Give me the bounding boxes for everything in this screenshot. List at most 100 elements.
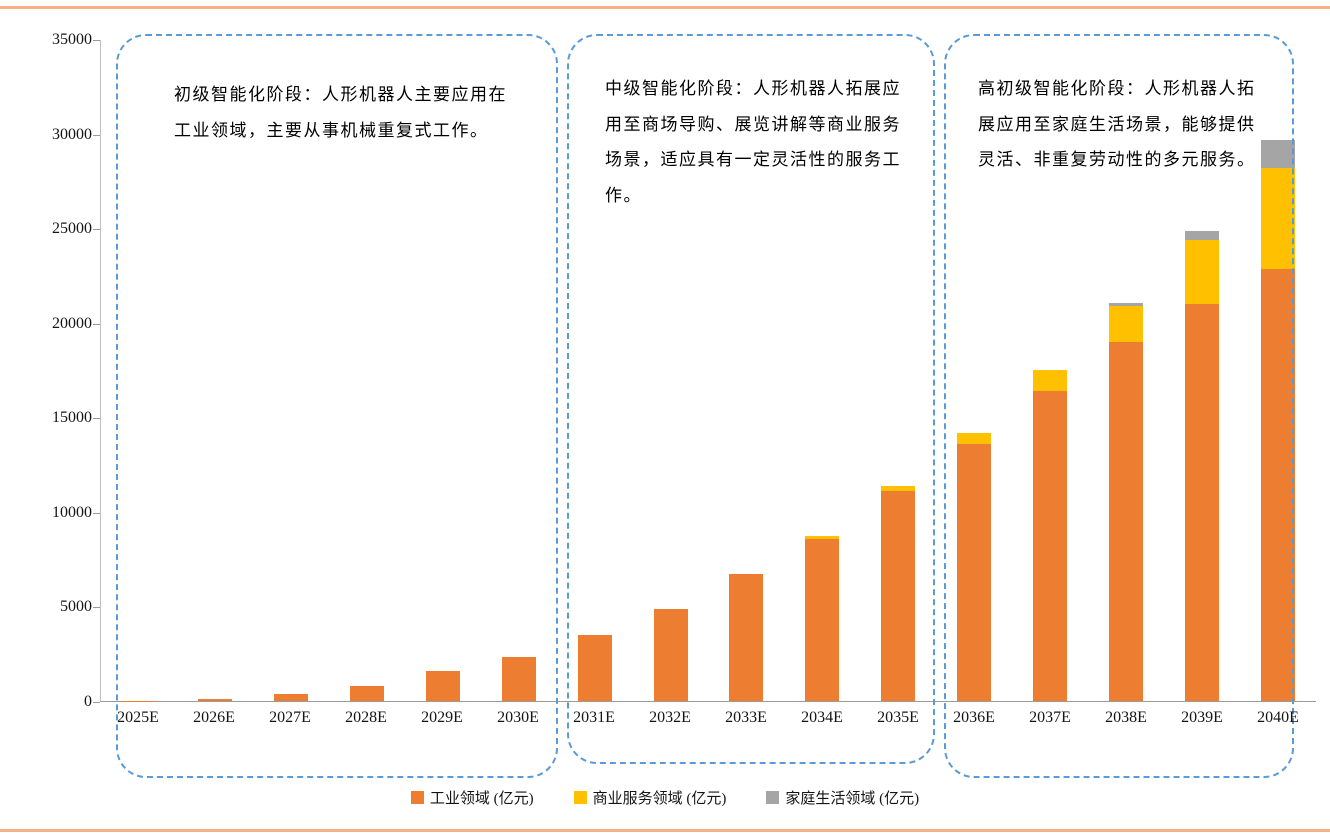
y-tick-label: 35000 <box>52 31 92 48</box>
bar-slot-2037E <box>1012 40 1088 701</box>
stacked-bar-2031E <box>577 40 612 701</box>
stacked-bar-2032E <box>653 40 688 701</box>
bar-segment <box>957 432 992 445</box>
phase-box-2: 中级智能化阶段：人形机器人拓展应用至商场导购、展览讲解等商业服务场景，适应具有一… <box>567 34 935 764</box>
legend-marker <box>573 791 587 804</box>
bar-segment <box>1261 268 1296 701</box>
legend-label: 家庭生活领域 (亿元) <box>785 791 920 807</box>
bar-slot-2030E <box>481 40 557 701</box>
bar-segment <box>881 491 916 701</box>
y-tick-label: 5000 <box>60 598 92 616</box>
x-tick-label-2037E: 2037E <box>1029 709 1071 726</box>
x-tick-label-2028E: 2028E <box>345 709 387 726</box>
stacked-bar-2025E <box>121 40 156 701</box>
x-tick-label-2039E: 2039E <box>1181 709 1223 726</box>
legend-marker <box>766 791 780 804</box>
bar-slot-2040E <box>1240 40 1316 701</box>
y-tick-mark <box>93 134 100 136</box>
x-tick-label-2032E: 2032E <box>649 709 691 726</box>
x-tick-label-2040E: 2040E <box>1257 709 1299 726</box>
bar-segment <box>349 685 384 701</box>
x-tick-label-2033E: 2033E <box>725 709 767 726</box>
bar-segment <box>1033 391 1068 701</box>
bar-segment <box>1109 306 1144 343</box>
bar-segment <box>501 656 536 701</box>
y-tick-label: 15000 <box>52 409 92 427</box>
legend-item: 商业服务领域 (亿元) <box>573 787 727 808</box>
stacked-bar-2027E <box>273 40 308 701</box>
stacked-bar-2029E <box>425 40 460 701</box>
stacked-bar-2040E <box>1261 40 1296 701</box>
bar-slot-2034E <box>784 40 860 701</box>
legend: 工业领域 (亿元) 商业服务领域 (亿元) 家庭生活领域 (亿元) <box>0 787 1330 808</box>
bar-segment <box>1109 302 1144 307</box>
bar-segment <box>1185 230 1220 241</box>
x-tick-label-2027E: 2027E <box>269 709 311 726</box>
phase-3-annotation: 高初级智能化阶段：人形机器人拓展应用至家庭生活场景，能够提供灵活、非重复劳动性的… <box>978 79 1256 171</box>
x-tick-label-2029E: 2029E <box>421 709 463 726</box>
bar-segment <box>729 574 764 701</box>
top-border-line <box>0 6 1330 9</box>
legend-item: 工业领域 (亿元) <box>410 787 534 808</box>
bar-slot-2031E <box>557 40 633 701</box>
bar-segment <box>1261 140 1296 169</box>
phase-box-3: 高初级智能化阶段：人形机器人拓展应用至家庭生活场景，能够提供灵活、非重复劳动性的… <box>944 34 1294 778</box>
x-tick-label-2026E: 2026E <box>193 709 235 726</box>
legend-label: 商业服务领域 (亿元) <box>592 791 727 807</box>
bar-slot-2038E <box>1088 40 1164 701</box>
legend-label: 工业领域 (亿元) <box>429 791 534 807</box>
stacked-bar-2028E <box>349 40 384 701</box>
y-tick-mark <box>93 229 100 231</box>
y-tick-label: 0 <box>84 693 92 710</box>
y-tick-label: 30000 <box>52 125 92 143</box>
stacked-bar-2034E <box>805 40 840 701</box>
x-tick-label-2036E: 2036E <box>953 709 995 726</box>
y-tick-mark <box>93 702 100 703</box>
phase-2-annotation: 中级智能化阶段：人形机器人拓展应用至商场导购、展览讲解等商业服务场景，适应具有一… <box>605 79 901 207</box>
bar-segment <box>1185 240 1220 305</box>
stacked-bar-2026E <box>197 40 232 701</box>
y-tick-label: 10000 <box>52 503 92 521</box>
y-tick-mark <box>93 323 100 325</box>
bar-slot-2028E <box>329 40 405 701</box>
bar-slot-2029E <box>405 40 481 701</box>
bar-slot-2027E <box>253 40 329 701</box>
bar-segment <box>273 694 308 701</box>
legend-item: 家庭生活领域 (亿元) <box>766 787 919 808</box>
stacked-bar-2038E <box>1109 40 1144 701</box>
bar-segment <box>957 444 992 701</box>
x-tick-label-2031E: 2031E <box>573 709 615 726</box>
bar-slot-2039E <box>1164 40 1240 701</box>
phase-1-annotation: 初级智能化阶段：人形机器人主要应用在工业领域，主要从事机械重复式工作。 <box>174 85 507 141</box>
y-tick-mark <box>93 40 100 41</box>
x-tick-label-2025E: 2025E <box>117 709 159 726</box>
stacked-bar-2036E <box>957 40 992 701</box>
bar-segment <box>577 634 612 701</box>
bar-segment <box>425 670 460 701</box>
bar-segment <box>1185 304 1220 701</box>
bar-segment <box>1109 342 1144 701</box>
bar-segment <box>805 535 840 539</box>
x-tick-label-2035E: 2035E <box>877 709 919 726</box>
bar-segment <box>805 538 840 701</box>
stacked-bar-2030E <box>501 40 536 701</box>
stacked-bar-2037E <box>1033 40 1068 701</box>
legend-marker <box>410 791 424 804</box>
stacked-bar-2039E <box>1185 40 1220 701</box>
bar-segment <box>881 485 916 492</box>
bar-segment <box>1261 168 1296 269</box>
bar-segment <box>1033 369 1068 392</box>
phase-box-1: 初级智能化阶段：人形机器人主要应用在工业领域，主要从事机械重复式工作。 <box>116 34 558 778</box>
x-tick-label-2030E: 2030E <box>497 709 539 726</box>
bar-slot-2036E <box>936 40 1012 701</box>
stacked-bar-2033E <box>729 40 764 701</box>
bar-slot-2035E <box>860 40 936 701</box>
plot-area <box>100 40 1316 702</box>
y-tick-mark <box>93 607 100 609</box>
bar-segment <box>653 609 688 701</box>
y-tick-mark <box>93 512 100 514</box>
y-tick-label: 20000 <box>52 314 92 332</box>
bar-slot-2025E <box>101 40 177 701</box>
x-tick-label-2034E: 2034E <box>801 709 843 726</box>
